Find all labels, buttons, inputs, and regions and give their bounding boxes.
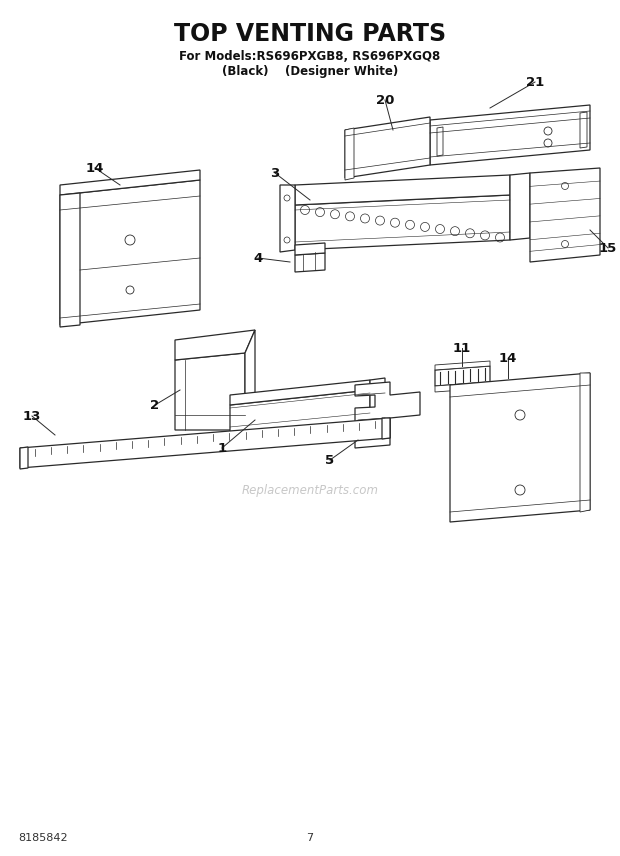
Polygon shape [510,173,530,240]
Text: 14: 14 [499,352,517,365]
Polygon shape [175,353,245,430]
Text: ReplacementParts.com: ReplacementParts.com [242,484,378,496]
Text: 11: 11 [453,342,471,354]
Polygon shape [20,418,390,468]
Polygon shape [295,243,325,255]
Polygon shape [230,380,370,405]
Text: 15: 15 [599,241,617,254]
Polygon shape [580,112,587,148]
Polygon shape [345,128,354,180]
Text: 8185842: 8185842 [18,833,68,843]
Text: 4: 4 [254,252,263,265]
Polygon shape [295,253,325,272]
Text: 7: 7 [306,833,314,843]
Text: 1: 1 [218,442,226,455]
Text: 20: 20 [376,93,394,106]
Polygon shape [530,168,600,262]
Polygon shape [295,195,510,250]
Polygon shape [430,105,590,165]
Polygon shape [355,382,420,448]
Polygon shape [435,361,490,370]
Text: 14: 14 [86,162,104,175]
Polygon shape [370,378,385,420]
Polygon shape [230,390,370,435]
Polygon shape [20,447,28,469]
Polygon shape [280,185,295,252]
Text: 3: 3 [270,167,280,180]
Polygon shape [437,127,443,156]
Polygon shape [580,373,590,512]
Text: 13: 13 [23,409,41,423]
Text: (Black)    (Designer White): (Black) (Designer White) [222,65,398,78]
Polygon shape [295,175,510,205]
Text: TOP VENTING PARTS: TOP VENTING PARTS [174,22,446,46]
Polygon shape [345,117,430,178]
Polygon shape [435,366,490,386]
Polygon shape [450,373,590,522]
Polygon shape [60,193,80,327]
Polygon shape [60,180,200,325]
Text: For Models:RS696PXGB8, RS696PXGQ8: For Models:RS696PXGB8, RS696PXGQ8 [179,50,441,63]
Polygon shape [175,330,255,360]
Text: 5: 5 [326,454,335,467]
Polygon shape [245,330,255,430]
Text: 21: 21 [526,75,544,88]
Polygon shape [435,382,490,392]
Text: 2: 2 [151,399,159,412]
Polygon shape [60,170,200,195]
Polygon shape [382,418,390,439]
